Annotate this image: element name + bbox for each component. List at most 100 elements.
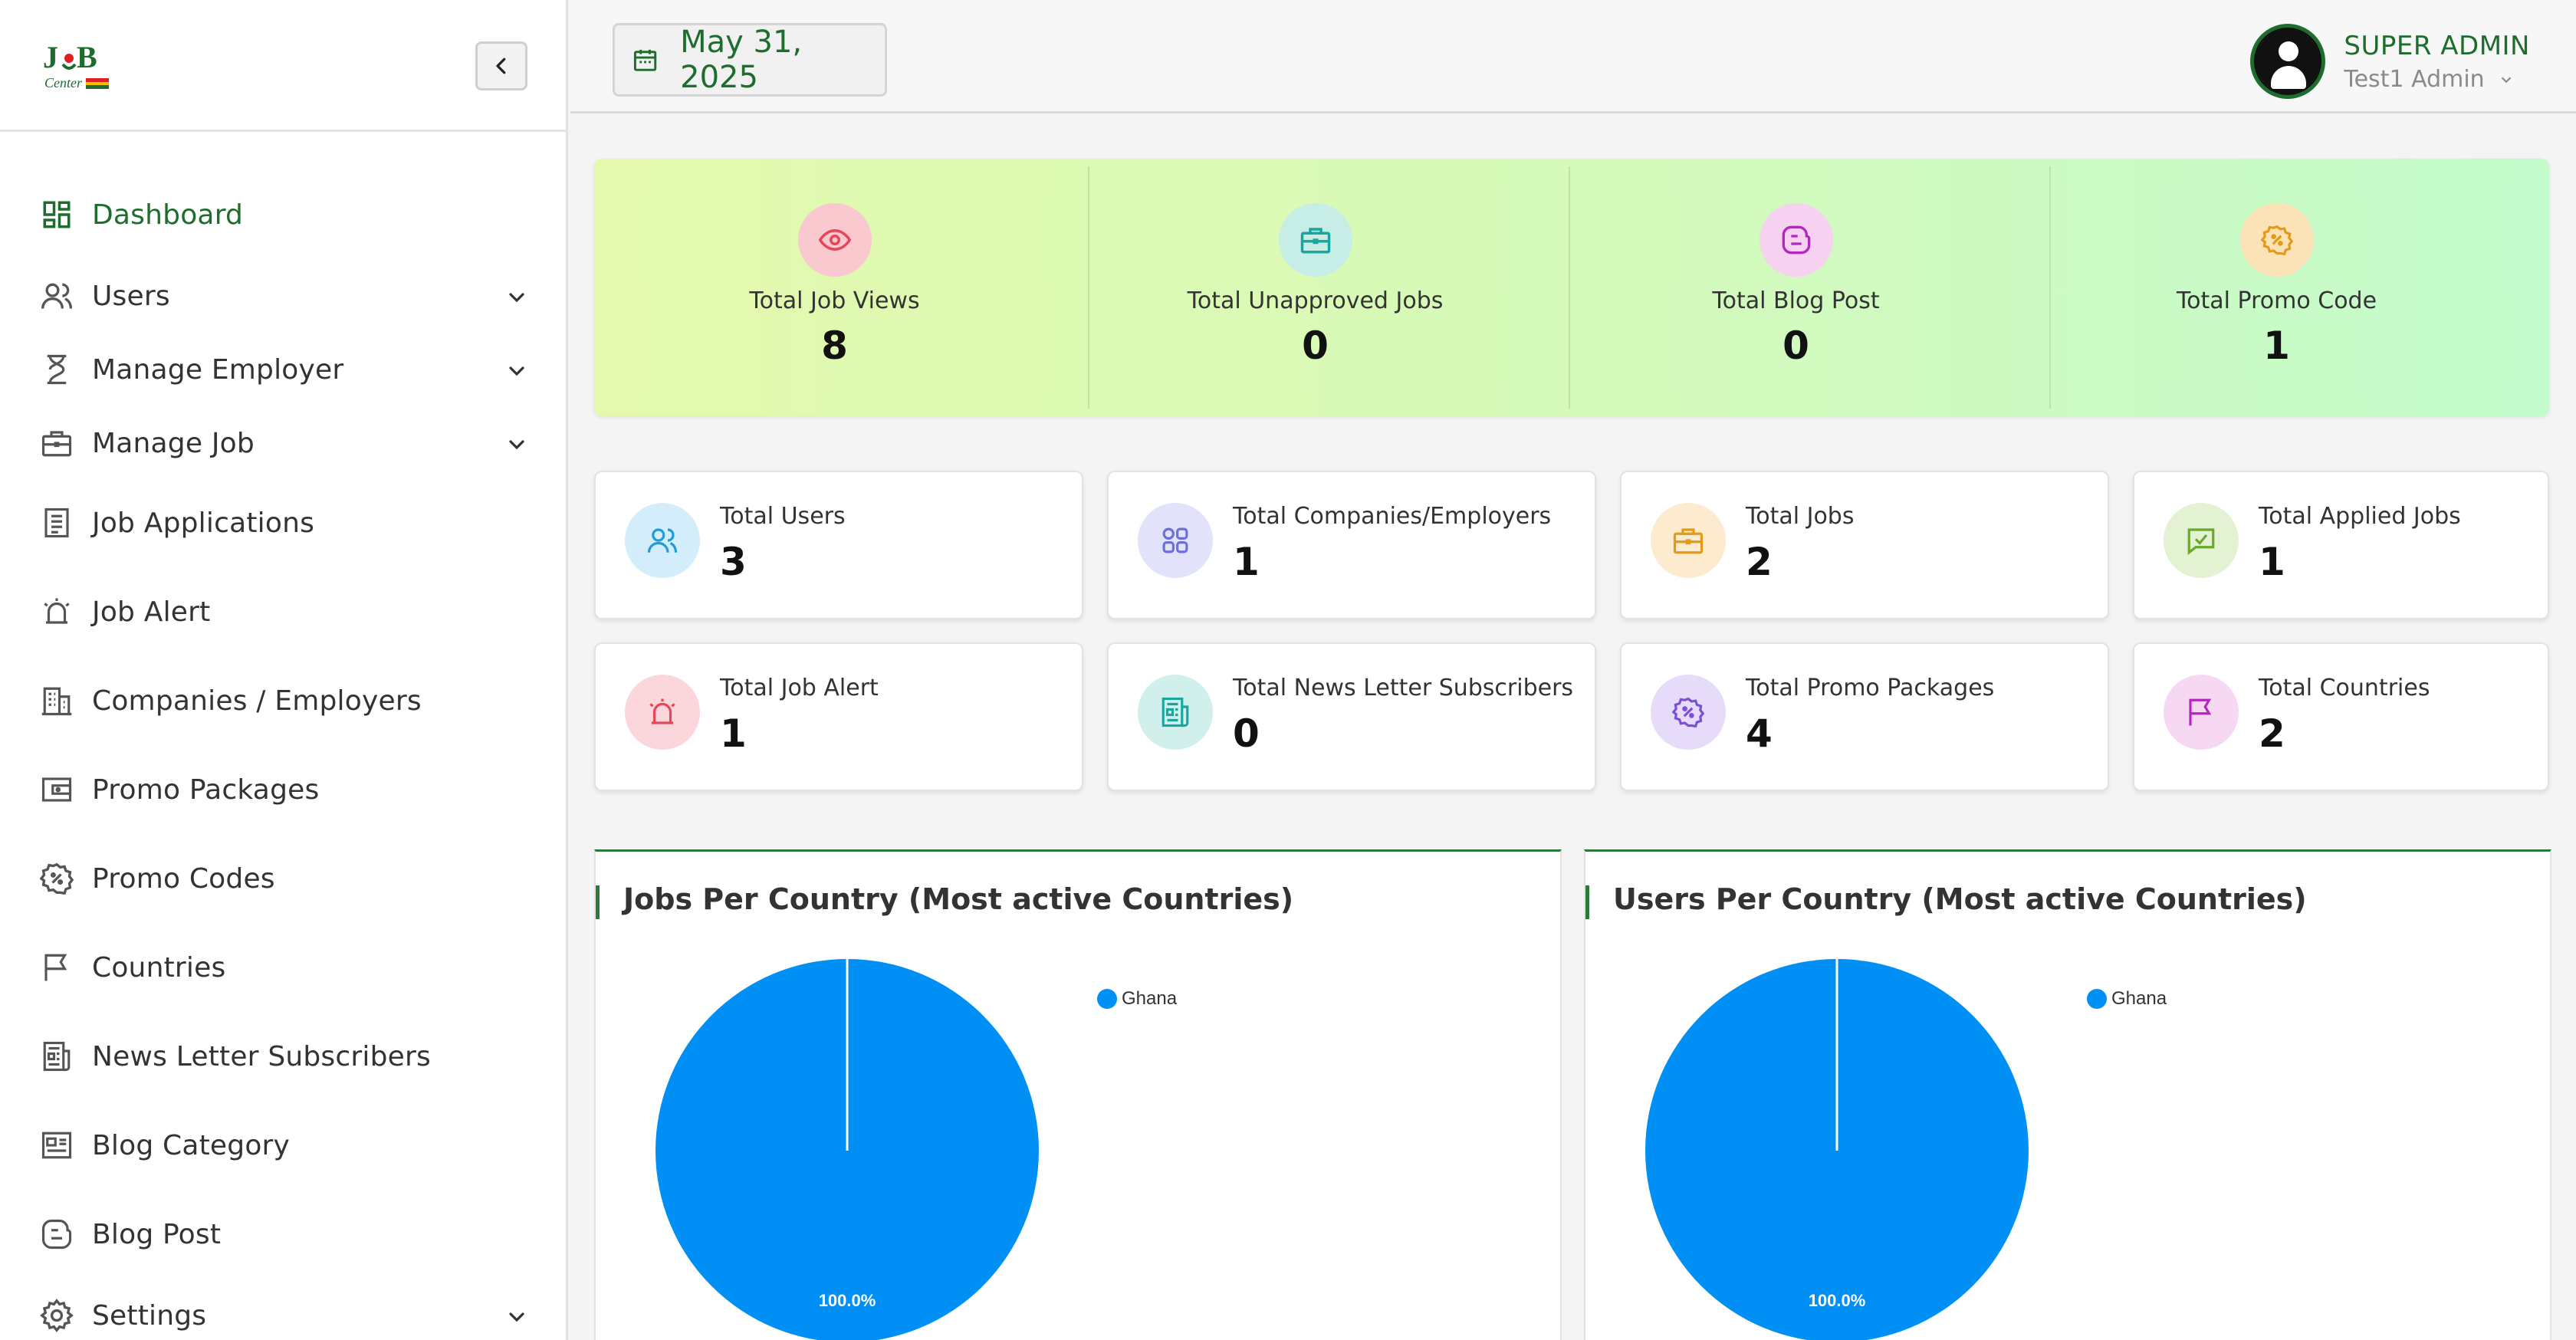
stat-label: Total Unapproved Jobs [1187,287,1444,314]
card-total-job-alert[interactable]: Total Job Alert 1 [594,642,1083,791]
sidebar-item-label: Countries [92,951,226,984]
discount-badge-icon [38,860,75,897]
card-total-countries[interactable]: Total Countries 2 [2133,642,2549,791]
eye-icon [818,228,851,251]
newspaper-icon [1162,697,1189,727]
sidebar-item-label: Blog Post [92,1218,222,1250]
sidebar-item-users[interactable]: Users [38,271,529,320]
card-total-users[interactable]: Total Users 3 [594,471,1083,619]
sidebar-item-label: Dashboard [92,199,244,231]
users-icon [647,528,678,553]
chevron-down-icon [509,366,524,376]
card-label: Total Job Alert [720,675,879,701]
sidebar-item-settings[interactable]: Settings [38,1291,529,1340]
user-name[interactable]: Test1 Admin [2344,66,2530,93]
card-value: 1 [720,711,747,756]
card-label: Total Jobs [1746,503,1855,530]
chart-panel-jobs-per-country: Jobs Per Country (Most active Countries)… [594,849,1562,1340]
stat-value: 0 [1783,324,1809,368]
card-label: Total Countries [2259,675,2430,701]
divider [2049,166,2051,409]
stat-label: Total Promo Code [2176,287,2377,314]
date-picker-button[interactable]: May 31, 2025 [613,23,887,97]
user-profile-menu[interactable]: SUPER ADMIN Test1 Admin [2250,23,2530,100]
svg-text:Center: Center [44,75,83,90]
stat-label: Total Job Views [749,287,920,314]
stat-value: 1 [2263,324,2290,368]
legend-label: Ghana [1122,988,1178,1009]
sidebar-item-label: News Letter Subscribers [92,1040,431,1072]
sidebar-item-dashboard[interactable]: Dashboard [38,190,529,239]
pie-chart[interactable]: 100.0% [1645,959,2044,1340]
sidebar-collapse-button[interactable] [475,41,527,90]
card-icon-bg [2164,675,2239,750]
card-total-jobs[interactable]: Total Jobs 2 [1620,471,2109,619]
card-label: Total Companies/Employers [1233,503,1552,530]
card-total-newsletter-subscribers[interactable]: Total News Letter Subscribers 0 [1107,642,1596,791]
sidebar-item-blog-post[interactable]: Blog Post [38,1210,529,1259]
blog-category-icon [38,1127,75,1164]
card-value: 4 [1746,711,1773,756]
stat-total-blog-post: Total Blog Post 0 [1556,159,2036,416]
sidebar-item-label: Job Alert [92,596,211,628]
job-center-logo[interactable]: J B Center [41,38,115,94]
card-total-companies-employers[interactable]: Total Companies/Employers 1 [1107,471,1596,619]
user-role: SUPER ADMIN [2344,30,2530,61]
chart-panel-users-per-country: Users Per Country (Most active Countries… [1584,849,2551,1340]
sidebar-item-job-alert[interactable]: Job Alert [38,587,529,636]
card-icon-bg [2164,503,2239,578]
briefcase-icon [1673,528,1704,554]
newspaper-icon [38,1038,75,1075]
card-value: 2 [1746,540,1773,584]
card-value: 1 [2259,540,2285,584]
chart-legend[interactable]: Ghana [2087,988,2167,1010]
card-value: 1 [1233,540,1260,584]
users-icon [38,278,75,314]
briefcase-icon [1300,228,1330,254]
calendar-icon [633,49,657,71]
svg-text:B: B [77,40,97,74]
wallet-icon [38,771,75,808]
chevron-left-icon [496,57,506,74]
sidebar-item-job-applications[interactable]: Job Applications [38,498,529,547]
sidebar-item-manage-employer[interactable]: Manage Employer [38,345,529,394]
avatar[interactable] [2250,24,2326,99]
chart-title: Users Per Country (Most active Countries… [1613,882,2307,916]
divider [1569,166,1570,409]
chart-legend[interactable]: Ghana [1097,988,1177,1010]
card-value: 0 [1233,711,1260,756]
pie-value-label: 100.0% [819,1291,876,1310]
card-total-applied-jobs[interactable]: Total Applied Jobs 1 [2133,471,2549,619]
sidebar-item-manage-job[interactable]: Manage Job [38,419,529,468]
briefcase-icon [38,425,75,461]
sidebar-item-newsletter-subscribers[interactable]: News Letter Subscribers [38,1032,529,1081]
stat-label: Total Blog Post [1712,287,1880,314]
sidebar-item-promo-codes[interactable]: Promo Codes [38,854,529,903]
title-accent-bar [596,885,600,919]
sidebar-item-label: Companies / Employers [92,685,422,717]
hourglass-icon [38,351,75,388]
sidebar-item-promo-packages[interactable]: Promo Packages [38,765,529,814]
hero-icon-bg [797,203,872,277]
sidebar-item-label: Manage Job [92,427,255,459]
card-total-promo-packages[interactable]: Total Promo Packages 4 [1620,642,2109,791]
sidebar-item-blog-category[interactable]: Blog Category [38,1121,529,1170]
sidebar-item-label: Settings [92,1299,207,1332]
stat-total-unapproved-jobs: Total Unapproved Jobs 0 [1075,159,1556,416]
alarm-icon [649,698,675,724]
card-icon-bg [625,503,700,578]
sidebar-item-label: Promo Codes [92,862,275,895]
pie-chart[interactable]: 100.0% [656,959,1054,1340]
sidebar-item-label: Job Applications [92,507,315,539]
chevron-down-icon [2501,77,2512,84]
blog-post-icon [1782,225,1810,255]
sidebar-item-companies-employers[interactable]: Companies / Employers [38,676,529,725]
legend-swatch [2087,989,2107,1009]
sidebar-item-countries[interactable]: Countries [38,943,529,992]
card-icon-bg [1651,503,1726,578]
card-label: Total News Letter Subscribers [1233,675,1574,701]
divider [1088,166,1089,409]
document-icon [38,504,75,541]
sidebar-item-label: Users [92,280,170,312]
chart-title: Jobs Per Country (Most active Countries) [623,882,1294,916]
